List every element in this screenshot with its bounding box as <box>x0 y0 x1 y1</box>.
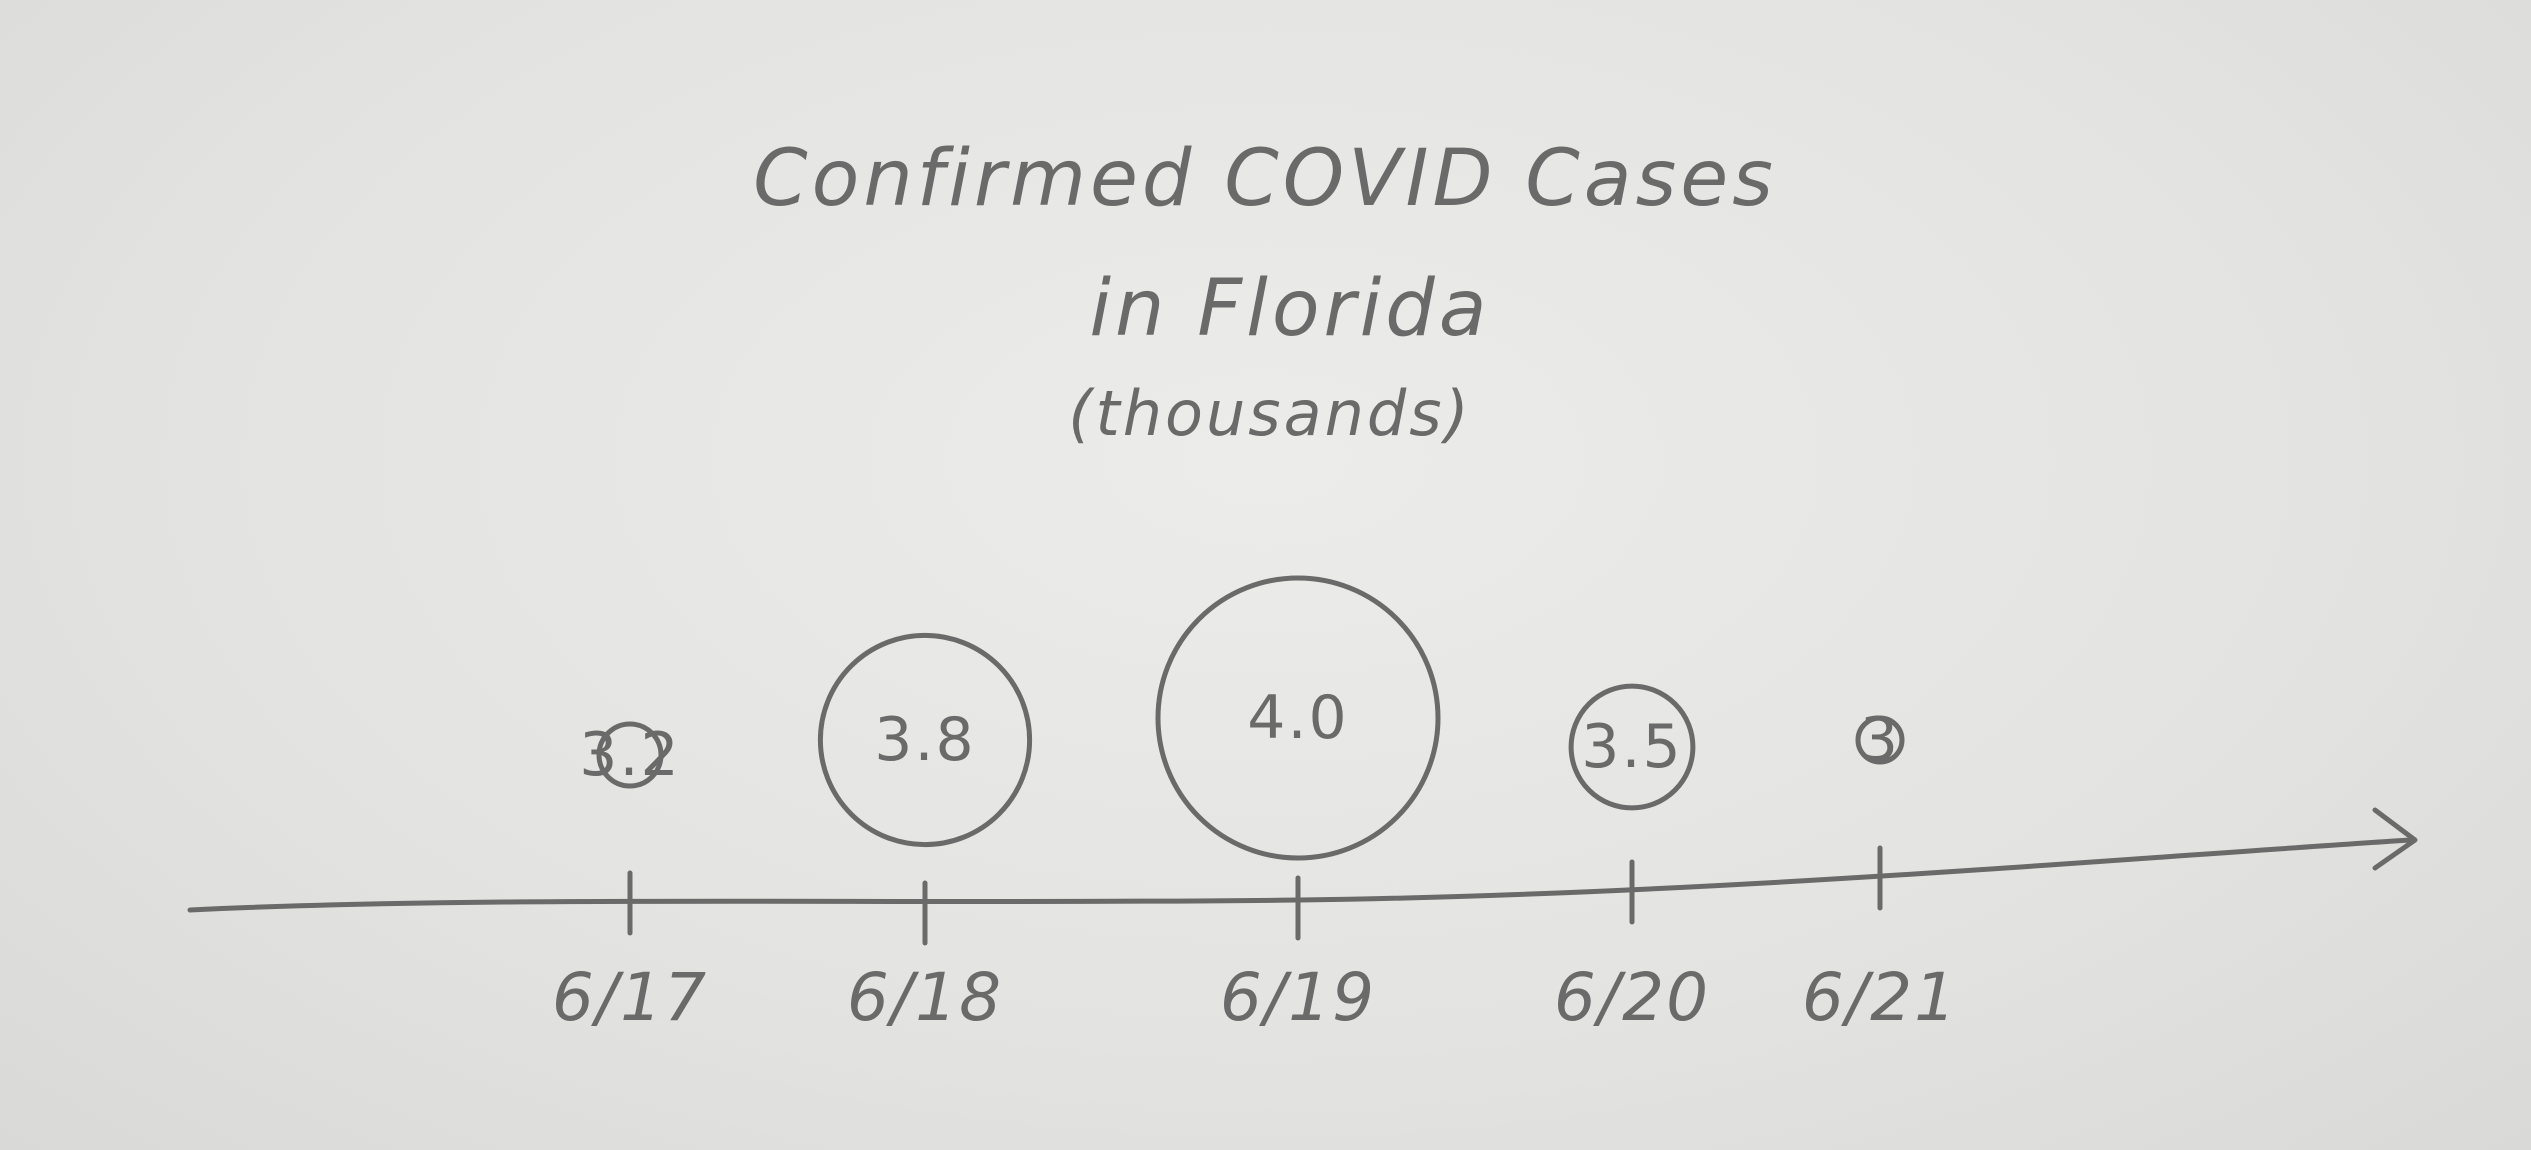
chart-title-line2: in Florida <box>1089 264 1490 354</box>
x-tick-label: 6/17 <box>552 959 708 1036</box>
bubble-value-label: 4.0 <box>1247 683 1348 753</box>
bubble-value-label: 3.2 <box>579 720 680 790</box>
bubble-value-label: 3 <box>1860 705 1900 775</box>
x-tick-label: 6/19 <box>1220 959 1376 1036</box>
bubble-6-17 <box>596 721 664 789</box>
x-tick-label: 6/20 <box>1554 959 1710 1036</box>
chart-title: Confirmed COVID Cases <box>753 134 1777 224</box>
bubble-6-18 <box>817 632 1033 848</box>
chart-subtitle: (thousands) <box>1068 377 1471 450</box>
chart-marks: 3.2 6/17 3.8 6/18 4.0 6/19 3.5 6/20 3 6/21 <box>552 575 1958 1036</box>
bubble-6-20 <box>1568 683 1696 811</box>
bubble-6-19 <box>1155 575 1441 861</box>
bubble-value-label: 3.5 <box>1581 712 1682 782</box>
bubble-6-21 <box>1855 715 1905 765</box>
x-tick-label: 6/18 <box>847 959 1003 1036</box>
bubble-value-label: 3.8 <box>874 705 975 775</box>
x-tick-label: 6/21 <box>1802 959 1958 1036</box>
x-axis-arrowhead <box>2372 807 2418 871</box>
